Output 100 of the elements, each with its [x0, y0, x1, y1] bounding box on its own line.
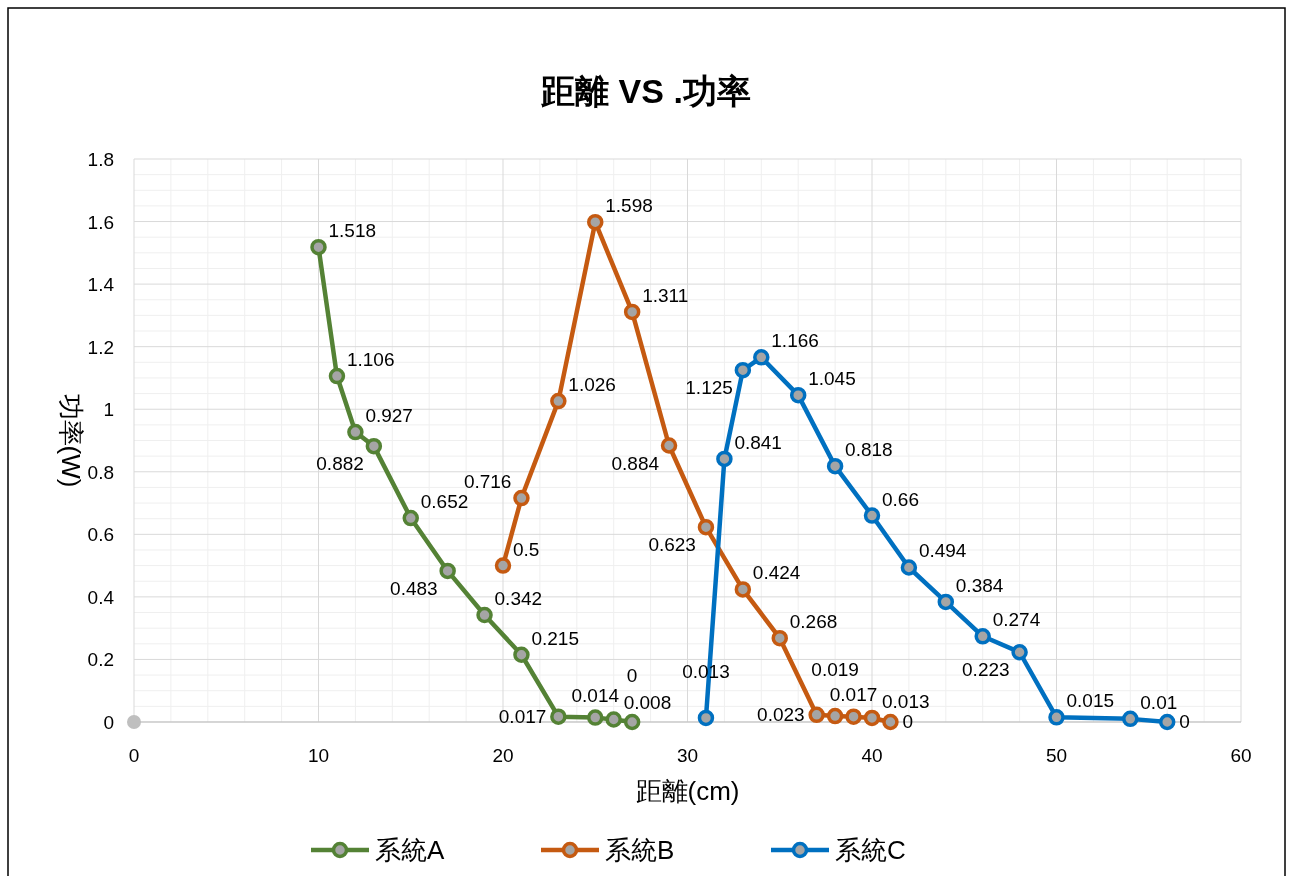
data-label: 0.013 [882, 690, 930, 712]
data-label: 1.125 [685, 377, 733, 399]
x-tick-label: 10 [307, 745, 330, 766]
legend-label: 系統C [835, 835, 906, 865]
y-tick-label: 1 [103, 399, 114, 421]
x-tick-label: 40 [861, 745, 883, 766]
data-label: 0.01 [1140, 691, 1178, 713]
point [439, 562, 456, 580]
point [513, 646, 530, 663]
point [753, 349, 770, 366]
data-label: 0.384 [955, 574, 1004, 596]
point [789, 386, 807, 404]
point [550, 392, 567, 410]
data-label: 0.023 [757, 703, 805, 725]
data-label: 0.019 [811, 659, 859, 681]
point [328, 367, 346, 385]
y-tick-label: 0 [103, 712, 114, 733]
point [826, 707, 844, 725]
data-label: 1.026 [568, 374, 616, 396]
data-label: 0.623 [648, 534, 696, 556]
data-label: 0.841 [734, 431, 782, 453]
x-tick-label: 50 [1045, 745, 1068, 766]
data-label: 0 [626, 665, 638, 686]
data-label: 0.884 [611, 452, 660, 474]
point [697, 518, 715, 536]
data-label: 1.106 [346, 349, 395, 371]
data-label: 1.518 [328, 220, 377, 242]
point [845, 708, 862, 725]
point [310, 238, 327, 256]
data-label: 0.342 [494, 588, 543, 610]
point [974, 628, 991, 645]
data-label: 0 [1179, 711, 1190, 732]
point [863, 709, 881, 727]
y-tick-label: 0.2 [87, 649, 114, 671]
point [605, 711, 622, 728]
point [697, 709, 715, 727]
point [402, 509, 419, 527]
y-tick-label: 1.4 [87, 274, 115, 296]
data-label: 1.166 [771, 330, 819, 352]
data-label: 0.017 [498, 705, 547, 727]
y-tick-label: 1.6 [87, 211, 114, 233]
data-label: 0.66 [882, 488, 919, 510]
point [347, 423, 364, 441]
point [1122, 710, 1139, 728]
point [587, 213, 604, 231]
data-label: 1.598 [605, 195, 653, 217]
y-tick-label: 0.6 [87, 524, 114, 546]
point [550, 708, 567, 725]
data-label: 0.215 [531, 627, 579, 649]
data-label: 0.008 [623, 692, 672, 714]
point [1158, 713, 1176, 731]
point [623, 713, 641, 731]
x-tick-label: 20 [492, 745, 514, 766]
point [734, 361, 752, 379]
data-label: 0.818 [845, 439, 893, 461]
data-label: 0.424 [752, 562, 801, 584]
point [734, 581, 752, 598]
legend-label: 系統B [605, 835, 675, 865]
y-tick-label: 0.4 [87, 586, 115, 608]
data-label: 1.311 [642, 284, 689, 306]
point [771, 629, 788, 647]
point [1048, 709, 1065, 726]
y-axis-title: 功率(W) [56, 393, 86, 488]
y-tick-label: 0.8 [87, 461, 114, 483]
point [476, 606, 493, 624]
data-label: 0.5 [513, 538, 540, 560]
point [587, 709, 604, 726]
data-label: 0.927 [365, 405, 413, 427]
data-label: 0.716 [463, 471, 512, 493]
point [513, 489, 530, 507]
point [882, 713, 899, 731]
point [937, 593, 955, 611]
data-label: 0.483 [390, 577, 438, 599]
data-label: 0.015 [1066, 690, 1115, 712]
x-tick-label: 0 [128, 745, 140, 766]
point [863, 507, 881, 524]
data-label: 0.494 [918, 540, 967, 562]
data-label: 0.017 [829, 683, 878, 705]
point [1011, 644, 1028, 661]
point [494, 557, 512, 574]
data-label: 0.882 [316, 453, 364, 475]
point [623, 303, 641, 321]
point [716, 450, 733, 468]
data-label: 0 [902, 711, 914, 732]
data-label: 0.223 [962, 659, 1010, 681]
data-label: 0.274 [992, 609, 1041, 631]
y-tick-label: 1.2 [87, 336, 114, 358]
data-label: 1.045 [808, 368, 856, 390]
x-tick-label: 30 [676, 745, 699, 766]
y-tick-label: 1.8 [87, 149, 114, 170]
data-label: 0.652 [420, 491, 469, 513]
point [365, 437, 383, 455]
point [660, 437, 678, 454]
data-label: 0.268 [789, 611, 838, 633]
data-label: 0.014 [571, 684, 620, 706]
x-tick-label: 60 [1230, 745, 1252, 766]
chart-title: 距離 VS .功率 [540, 72, 751, 110]
point [808, 706, 825, 724]
point [826, 457, 844, 475]
x-axis-title: 距離(cm) [635, 776, 740, 806]
